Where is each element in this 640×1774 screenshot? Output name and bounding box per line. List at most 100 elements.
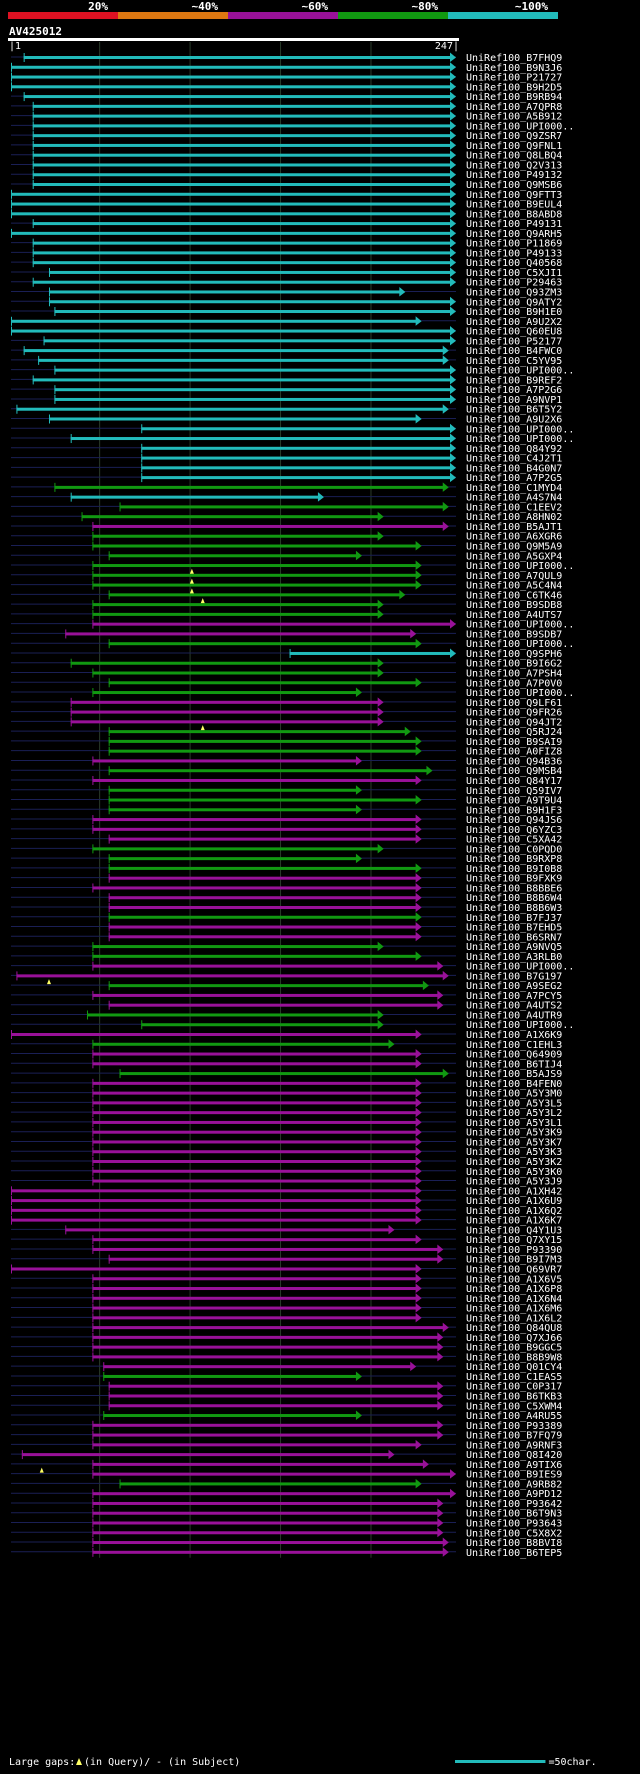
alignment-row[interactable]: UniRef100_B8ABD8 bbox=[11, 208, 562, 221]
alignment-row[interactable]: UniRef100_Q64909 bbox=[11, 1049, 562, 1061]
hit-bar[interactable] bbox=[92, 1511, 439, 1515]
alignment-row[interactable]: UniRef100_B9GGC5 bbox=[11, 1342, 562, 1354]
hit-bar[interactable] bbox=[81, 515, 379, 519]
alignment-row[interactable]: UniRef100_Q9ARH5 bbox=[11, 228, 562, 240]
hit-bar[interactable] bbox=[92, 1462, 424, 1466]
alignment-row[interactable]: UniRef100_Q84Y17 bbox=[11, 775, 562, 787]
hit-bar[interactable] bbox=[108, 642, 417, 646]
hit-label[interactable]: UniRef100_P93642 bbox=[466, 1499, 562, 1510]
hit-label[interactable]: UniRef100_A5C4N4 bbox=[466, 581, 562, 592]
hit-bar[interactable] bbox=[92, 1277, 417, 1281]
alignment-row[interactable]: UniRef100_A9NVQ5 bbox=[11, 941, 562, 954]
alignment-row[interactable]: UniRef100_A5Y3L5 bbox=[11, 1097, 562, 1110]
hit-label[interactable]: UniRef100_A4S7N4 bbox=[466, 493, 562, 504]
hit-bar[interactable] bbox=[108, 905, 417, 909]
hit-bar[interactable] bbox=[11, 202, 451, 206]
alignment-row[interactable]: UniRef100_B8BBE6 bbox=[11, 882, 562, 895]
hit-bar[interactable] bbox=[32, 124, 452, 128]
hit-label[interactable]: UniRef100_Q93ZM3 bbox=[466, 287, 562, 298]
hit-label[interactable]: UniRef100_B9SAI9 bbox=[466, 737, 562, 748]
hit-bar[interactable] bbox=[92, 1443, 417, 1447]
hit-label[interactable]: UniRef100_UPI000.. bbox=[466, 962, 574, 973]
hit-label[interactable]: UniRef100_B8BVI8 bbox=[466, 1538, 562, 1549]
hit-bar[interactable] bbox=[11, 212, 451, 216]
hit-label[interactable]: UniRef100_Q60EU8 bbox=[466, 327, 562, 338]
alignment-row[interactable]: UniRef100_A9U2X2 bbox=[11, 316, 562, 328]
hit-label[interactable]: UniRef100_B8B9W8 bbox=[466, 1352, 562, 1363]
hit-bar[interactable] bbox=[32, 104, 452, 108]
hit-bar[interactable] bbox=[92, 964, 439, 968]
hit-label[interactable]: UniRef100_A5Y3K3 bbox=[466, 1147, 562, 1158]
hit-bar[interactable] bbox=[92, 1042, 390, 1046]
hit-bar[interactable] bbox=[48, 270, 452, 274]
hit-label[interactable]: UniRef100_UPI000.. bbox=[466, 1020, 574, 1031]
alignment-row[interactable]: UniRef100_C5X8X2 bbox=[11, 1527, 562, 1540]
hit-bar[interactable] bbox=[108, 1384, 439, 1388]
hit-bar[interactable] bbox=[32, 173, 452, 177]
hit-bar[interactable] bbox=[108, 896, 417, 900]
alignment-row[interactable]: UniRef100_UPI000.. bbox=[11, 961, 574, 973]
hit-label[interactable]: UniRef100_Q9ZSR7 bbox=[466, 131, 562, 142]
hit-label[interactable]: UniRef100_Q9M5A9 bbox=[466, 542, 562, 553]
alignment-row[interactable]: UniRef100_A1X6M6 bbox=[11, 1303, 562, 1315]
alignment-row[interactable]: UniRef100_Q9M5A9 bbox=[11, 541, 562, 553]
alignment-row[interactable]: UniRef100_B6T9N3 bbox=[11, 1508, 562, 1520]
hit-label[interactable]: UniRef100_A9U2X6 bbox=[466, 414, 562, 425]
hit-label[interactable]: UniRef100_C5YV95 bbox=[466, 356, 562, 367]
alignment-row[interactable]: UniRef100_A5B912 bbox=[11, 111, 562, 123]
hit-label[interactable]: UniRef100_C1EAS5 bbox=[466, 1372, 562, 1383]
hit-bar[interactable] bbox=[11, 1218, 417, 1222]
alignment-row[interactable]: UniRef100_Q8LBQ4 bbox=[11, 150, 562, 162]
alignment-row[interactable]: UniRef100_B9IES9 bbox=[11, 1469, 562, 1481]
hit-bar[interactable] bbox=[23, 56, 452, 59]
alignment-row[interactable]: UniRef100_UPI000.. bbox=[11, 423, 574, 436]
hit-bar[interactable] bbox=[103, 1374, 357, 1378]
hit-bar[interactable] bbox=[108, 749, 417, 753]
alignment-row[interactable]: UniRef100_A1X6K9 bbox=[11, 1029, 562, 1042]
alignment-row[interactable]: UniRef100_UPI000.. bbox=[11, 687, 574, 700]
alignment-row[interactable]: UniRef100_Q93ZM3 bbox=[11, 286, 562, 299]
alignment-row[interactable]: UniRef100_A9SEG2 bbox=[11, 980, 562, 993]
hit-bar[interactable] bbox=[92, 1423, 439, 1427]
hit-bar[interactable] bbox=[32, 261, 452, 265]
alignment-row[interactable]: UniRef100_UPI000.. bbox=[11, 619, 574, 631]
alignment-row[interactable]: UniRef100_A1X6V5 bbox=[11, 1273, 562, 1286]
hit-label[interactable]: UniRef100_B9N3J6 bbox=[466, 63, 562, 74]
hit-label[interactable]: UniRef100_Q9FNL1 bbox=[466, 141, 562, 152]
hit-label[interactable]: UniRef100_A4UTR9 bbox=[466, 1010, 562, 1021]
hit-bar[interactable] bbox=[11, 1189, 417, 1193]
hit-label[interactable]: UniRef100_C4J2T1 bbox=[466, 454, 562, 465]
alignment-row[interactable]: UniRef100_A5Y3J9 bbox=[11, 1176, 562, 1188]
hit-bar[interactable] bbox=[108, 1394, 439, 1398]
alignment-row[interactable]: UniRef100_A5GXP4 bbox=[11, 550, 562, 563]
hit-bar[interactable] bbox=[23, 349, 444, 353]
hit-bar[interactable] bbox=[21, 1453, 390, 1457]
hit-bar[interactable] bbox=[92, 1541, 444, 1545]
alignment-row[interactable]: UniRef100_A9U2X6 bbox=[11, 413, 562, 426]
alignment-row[interactable]: UniRef100_A3RLB0 bbox=[11, 951, 562, 963]
hit-label[interactable]: UniRef100_A7P2G5 bbox=[466, 473, 562, 484]
alignment-row[interactable]: UniRef100_P21727 bbox=[11, 72, 562, 84]
hit-label[interactable]: UniRef100_C1EHL3 bbox=[466, 1040, 562, 1051]
hit-bar[interactable] bbox=[11, 319, 417, 323]
hit-label[interactable]: UniRef100_P93389 bbox=[466, 1421, 562, 1432]
alignment-row[interactable]: UniRef100_UPI000.. bbox=[11, 560, 574, 573]
hit-bar[interactable] bbox=[70, 661, 379, 665]
hit-bar[interactable] bbox=[92, 622, 451, 626]
alignment-row[interactable]: UniRef100_B7FQ79 bbox=[11, 1430, 562, 1442]
hit-bar[interactable] bbox=[92, 1091, 417, 1095]
alignment-row[interactable]: UniRef100_C1EHL3 bbox=[11, 1039, 562, 1051]
hit-bar[interactable] bbox=[92, 1335, 439, 1339]
alignment-row[interactable]: UniRef100_B4FEN0 bbox=[11, 1078, 562, 1090]
hit-label[interactable]: UniRef100_A1X6V5 bbox=[466, 1274, 562, 1285]
alignment-row[interactable]: UniRef100_P52177 bbox=[11, 335, 562, 348]
hit-label[interactable]: UniRef100_A5B912 bbox=[466, 112, 562, 123]
hit-label[interactable]: UniRef100_A8HN02 bbox=[466, 512, 562, 523]
hit-label[interactable]: UniRef100_UPI000.. bbox=[466, 688, 574, 699]
hit-bar[interactable] bbox=[108, 984, 424, 988]
hit-bar[interactable] bbox=[92, 1169, 417, 1173]
hit-bar[interactable] bbox=[92, 1531, 439, 1535]
hit-label[interactable]: UniRef100_P11869 bbox=[466, 239, 562, 250]
alignment-row[interactable]: UniRef100_A4RU55 bbox=[11, 1410, 562, 1423]
alignment-row[interactable]: UniRef100_Q01CY4 bbox=[11, 1361, 562, 1374]
